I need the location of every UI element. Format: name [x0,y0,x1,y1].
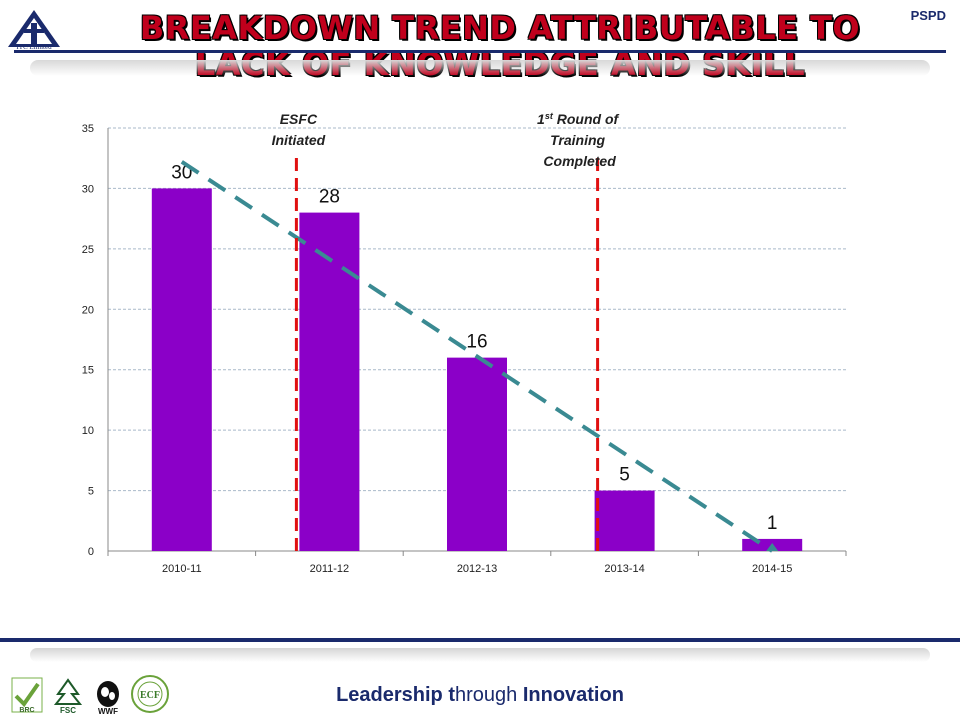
title-rule [14,50,946,53]
bar [594,490,655,551]
y-tick-label: 0 [88,546,94,558]
tagline-mid: hrough [454,684,518,706]
brc-icon: BRC [11,677,43,714]
breakdown-bar-chart: 05101520253035302010-11282011-12162012-1… [82,111,847,575]
certification-logos: BRC FSC WWF ECF [11,675,169,716]
x-tick-label: 2014-15 [752,563,792,575]
data-label: 28 [319,187,340,208]
data-label: 16 [466,332,487,353]
division-tag: PSPD [910,8,946,23]
x-tick-label: 2011-12 [310,563,350,575]
annotation-esfc: ESFC Initiated [272,111,326,148]
annotation-training: 1st Round of Training Completed [537,111,619,169]
title-shadow [30,60,930,76]
bar [151,188,212,551]
x-tick-label: 2013-14 [604,563,644,575]
y-tick-label: 35 [82,123,94,135]
data-label: 1 [767,513,778,534]
y-tick-label: 15 [82,365,94,377]
svg-text:WWF: WWF [98,707,118,716]
bar [447,357,507,551]
fsc-icon: FSC [53,678,83,715]
svg-text:ECF: ECF [140,690,160,701]
data-label: 5 [619,465,630,486]
footer-rule [0,638,960,642]
logo-caption: ITC Limited [16,43,52,51]
y-tick-label: 10 [82,425,94,437]
footer-shadow [30,648,930,662]
trendline [180,160,774,553]
bar [299,212,360,551]
trendline-arrowhead [766,543,779,551]
svg-text:BRC: BRC [19,707,34,714]
wwf-icon: WWF [97,681,119,716]
ecf-icon: ECF [131,675,169,713]
tagline-tail: Innovation [517,684,624,706]
footer-tagline: Leadership through Innovation [0,684,960,707]
x-tick-label: 2012-13 [457,563,497,575]
x-tick-label: 2010-11 [162,563,202,575]
itc-logo [8,10,60,47]
y-tick-label: 5 [88,486,94,498]
y-tick-label: 30 [82,183,94,195]
tagline-lead: Leadership t [336,684,455,706]
svg-text:FSC: FSC [60,706,76,715]
y-tick-label: 25 [82,244,94,256]
y-tick-label: 20 [82,304,94,316]
slide-title-line-1: Breakdown Trend Attributable to [139,9,861,47]
